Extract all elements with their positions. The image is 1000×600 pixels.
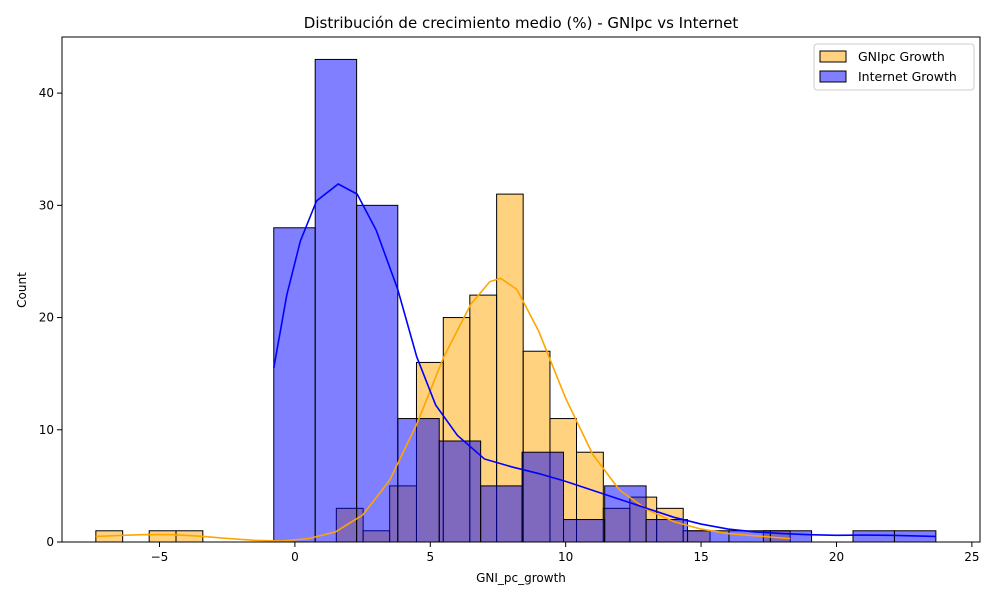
chart-title: Distribución de crecimiento medio (%) - … xyxy=(304,14,739,32)
legend-entry-label: Internet Growth xyxy=(858,69,957,84)
legend-swatch xyxy=(819,50,847,63)
histogram-bar xyxy=(521,451,565,543)
y-tick-label: 20 xyxy=(39,311,54,325)
x-axis-ticks: −5 0 5 10 15 20 25 xyxy=(151,542,980,564)
plot-area xyxy=(95,58,937,543)
y-tick-label: 40 xyxy=(39,86,54,100)
histogram-bar xyxy=(645,519,689,543)
x-tick-label: 25 xyxy=(964,550,979,564)
histogram-bar xyxy=(356,204,399,543)
x-tick-label: 5 xyxy=(426,550,434,564)
y-axis-label: Count xyxy=(15,272,29,308)
x-tick-label: 10 xyxy=(558,550,573,564)
histogram-bar xyxy=(148,530,177,543)
histogram-bar xyxy=(397,418,440,543)
histogram-bar xyxy=(314,58,358,543)
histogram-bar xyxy=(273,227,316,543)
legend-swatch xyxy=(819,70,847,83)
histogram-bar xyxy=(480,485,523,543)
y-tick-label: 30 xyxy=(39,198,54,212)
x-axis-label: GNI_pc_growth xyxy=(476,571,566,585)
x-tick-label: −5 xyxy=(151,550,169,564)
histogram-bar xyxy=(496,193,524,543)
histogram-bar xyxy=(563,519,606,543)
y-tick-label: 10 xyxy=(39,423,54,437)
x-tick-label: 15 xyxy=(693,550,708,564)
x-tick-label: 0 xyxy=(291,550,299,564)
kde-line-0 xyxy=(95,277,791,542)
histogram-bar xyxy=(852,530,895,543)
legend-box xyxy=(813,43,975,91)
axes-frame xyxy=(61,36,981,543)
y-axis-ticks: 0 10 20 30 40 xyxy=(39,86,62,549)
legend-entry-label: GNIpc Growth xyxy=(858,49,945,64)
kde-line-1 xyxy=(272,183,936,538)
y-tick-label: 0 xyxy=(46,535,54,549)
histogram-bar xyxy=(438,440,482,543)
legend: GNIpc Growth Internet Growth xyxy=(813,43,975,91)
x-tick-label: 20 xyxy=(829,550,844,564)
